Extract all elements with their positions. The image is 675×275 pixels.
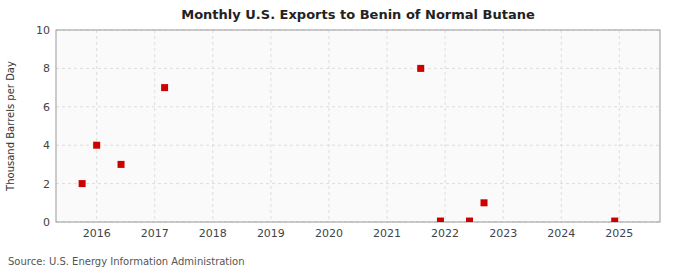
point: [79, 180, 86, 187]
x-tick-label: 2021: [373, 227, 401, 240]
x-tick-label: 2017: [141, 227, 169, 240]
x-grid-line: [445, 30, 446, 222]
y-tick-label: 2: [43, 178, 50, 191]
y-axis-label: Thousand Barrels per Day: [5, 61, 16, 192]
point: [93, 142, 100, 149]
y-tick-label: 6: [43, 101, 50, 114]
x-grid-line: [212, 30, 213, 222]
x-tick-label: 2022: [431, 227, 459, 240]
x-tick-label: 2019: [257, 227, 285, 240]
y-tick-label: 0: [43, 216, 50, 229]
point: [611, 218, 618, 222]
x-tick-label: 2020: [315, 227, 343, 240]
source-note: Source: U.S. Energy Information Administ…: [8, 256, 245, 267]
x-tick-label: 2025: [605, 227, 633, 240]
y-grid-line: [56, 145, 660, 146]
grid: [56, 30, 660, 222]
x-grid-line: [503, 30, 504, 222]
point: [466, 218, 473, 222]
x-grid-line: [561, 30, 562, 222]
point: [417, 65, 424, 72]
point: [118, 161, 125, 168]
x-tick-label: 2018: [199, 227, 227, 240]
chart: 2016 2017 2018 2019 2020 2021 2022 2023 2024 2025…: [0, 0, 675, 275]
x-grid-line: [270, 30, 271, 222]
y-tick-label: 10: [36, 24, 50, 37]
points: [79, 65, 619, 222]
x-grid-line: [96, 30, 97, 222]
title: Monthly U.S. Exports to Benin of Normal …: [181, 7, 535, 22]
point: [437, 218, 444, 222]
plot-area: [56, 30, 660, 222]
x-tick-label: 2016: [83, 227, 111, 240]
plot-frame: [56, 30, 660, 222]
x-grid-line: [328, 30, 329, 222]
point: [161, 84, 168, 91]
x-grid-line: [154, 30, 155, 222]
y-grid-line: [56, 68, 660, 69]
y-grid-line: [56, 106, 660, 107]
y-grid-line: [56, 183, 660, 184]
point: [481, 199, 488, 206]
y-tick-label: 4: [43, 139, 50, 152]
x-tick-label: 2023: [489, 227, 517, 240]
x-tick-label: 2024: [547, 227, 575, 240]
y-tick-label: 8: [43, 62, 50, 75]
x-grid-line: [619, 30, 620, 222]
x-grid-line: [387, 30, 388, 222]
